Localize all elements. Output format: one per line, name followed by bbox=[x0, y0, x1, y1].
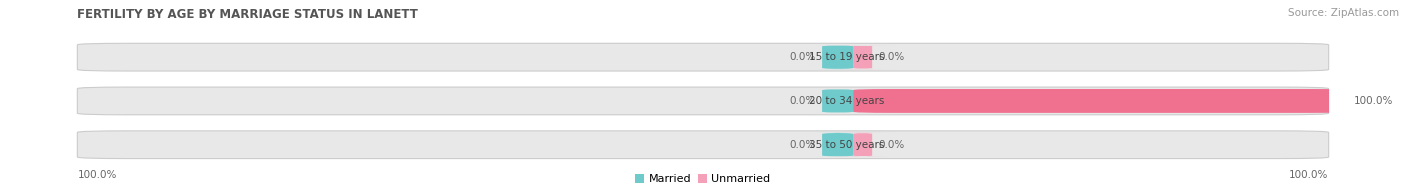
Text: 20 to 34 years: 20 to 34 years bbox=[810, 96, 884, 106]
Text: 0.0%: 0.0% bbox=[879, 140, 904, 150]
FancyBboxPatch shape bbox=[77, 87, 1329, 115]
FancyBboxPatch shape bbox=[815, 45, 859, 69]
Text: FERTILITY BY AGE BY MARRIAGE STATUS IN LANETT: FERTILITY BY AGE BY MARRIAGE STATUS IN L… bbox=[77, 8, 418, 21]
Text: 100.0%: 100.0% bbox=[1354, 96, 1393, 106]
FancyBboxPatch shape bbox=[77, 43, 1329, 71]
Text: Source: ZipAtlas.com: Source: ZipAtlas.com bbox=[1288, 8, 1399, 18]
Text: 0.0%: 0.0% bbox=[790, 96, 815, 106]
FancyBboxPatch shape bbox=[815, 133, 859, 157]
Text: 35 to 50 years: 35 to 50 years bbox=[810, 140, 884, 150]
FancyBboxPatch shape bbox=[835, 45, 891, 69]
Text: 0.0%: 0.0% bbox=[790, 140, 815, 150]
FancyBboxPatch shape bbox=[853, 89, 1348, 113]
FancyBboxPatch shape bbox=[815, 89, 859, 113]
Text: 0.0%: 0.0% bbox=[879, 52, 904, 62]
Text: 100.0%: 100.0% bbox=[77, 170, 117, 181]
Text: 15 to 19 years: 15 to 19 years bbox=[810, 52, 884, 62]
FancyBboxPatch shape bbox=[835, 133, 891, 157]
FancyBboxPatch shape bbox=[77, 131, 1329, 159]
Text: 0.0%: 0.0% bbox=[790, 52, 815, 62]
Legend: Married, Unmarried: Married, Unmarried bbox=[631, 169, 775, 189]
Text: 100.0%: 100.0% bbox=[1289, 170, 1329, 181]
